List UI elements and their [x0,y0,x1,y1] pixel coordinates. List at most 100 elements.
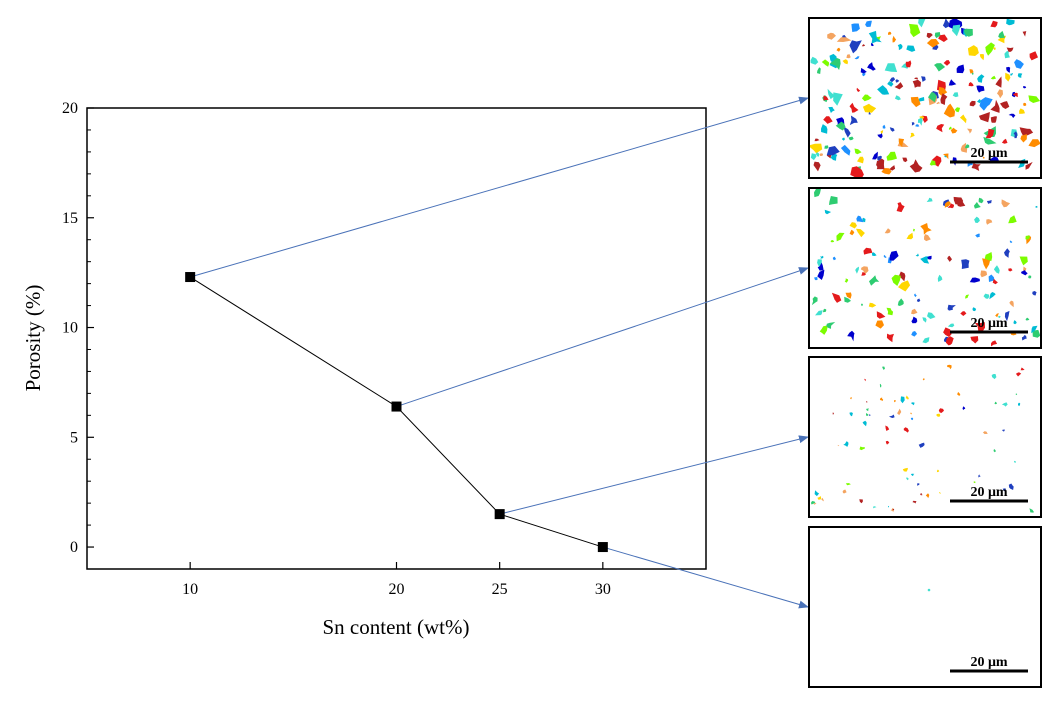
pore [1015,372,1022,377]
pore [1022,31,1027,37]
pore [850,166,864,177]
pore [982,258,991,270]
pore [993,265,1000,274]
pore [882,366,885,370]
pore [943,103,955,118]
pore [967,45,979,56]
y-tick-label: 20 [62,100,78,117]
pore [1015,393,1018,396]
pore [882,124,886,129]
pore [1029,51,1038,61]
pore [1019,108,1025,114]
pore [836,37,852,42]
pore [886,151,897,161]
pore [897,298,904,306]
pore [854,148,862,155]
pore [906,45,916,52]
x-tick-label: 10 [182,581,198,598]
pore [849,102,859,113]
pore [936,413,941,417]
pore [1014,460,1016,463]
pore [811,296,818,306]
pore [898,138,905,148]
pore [1009,300,1014,308]
pore [814,490,820,497]
pore [861,271,866,276]
pore [936,124,945,133]
pore [978,474,981,478]
pore [995,76,1002,88]
pore [1018,402,1021,406]
pore [1019,256,1028,266]
pore [876,311,886,319]
pore [877,133,883,139]
pore [952,24,961,37]
pore [892,35,897,43]
pore [956,64,965,74]
pore [910,132,915,138]
pore [960,142,968,153]
pore [985,128,995,139]
pore [1035,205,1038,208]
pore [905,395,909,400]
pore [1006,19,1015,26]
connector-arrow [396,267,809,408]
x-tick-label: 20 [389,581,405,598]
pore [1002,488,1006,492]
pore [883,254,887,258]
pore [912,500,917,504]
pore [890,507,894,512]
pore [868,414,871,416]
pore [971,72,974,76]
pore [845,483,851,486]
x-tick-label: 25 [492,581,508,598]
pore [986,200,992,204]
pore [813,161,821,172]
scale-bar-label: 20 μm [970,655,1007,670]
pore [936,469,940,473]
pore [952,92,959,98]
pore [977,74,985,83]
pore [877,85,890,95]
pore [851,23,860,32]
pore [978,197,984,204]
data-point-marker [494,509,505,520]
micrograph-frame [808,17,1042,179]
pore [990,116,997,123]
pore [905,60,912,68]
pore [906,232,914,240]
pore [989,292,996,300]
pore [1021,270,1028,276]
pore [967,128,972,134]
pore [1028,139,1040,148]
pore [827,32,836,40]
pore [886,307,894,316]
pore [855,266,859,274]
y-tick-label: 0 [70,539,78,556]
pore [944,155,948,158]
pore [922,378,925,381]
pore [871,42,874,47]
pore [922,337,930,344]
pore [862,72,866,77]
pore [914,77,918,80]
pore [856,228,865,238]
pore [924,234,931,242]
pore [910,96,921,108]
pore [823,95,829,101]
pore [826,322,836,329]
pore [909,159,923,173]
pore [822,308,827,313]
pore [975,233,981,238]
pore [991,374,997,380]
pore [1012,92,1018,98]
pore [983,136,997,145]
micrograph-panel: 20 μm [808,356,1042,518]
pore [824,145,829,149]
pore [911,402,915,406]
pore [1028,95,1040,103]
pore [849,115,858,126]
pore [973,481,976,483]
pore [894,95,901,101]
pore [937,274,943,282]
